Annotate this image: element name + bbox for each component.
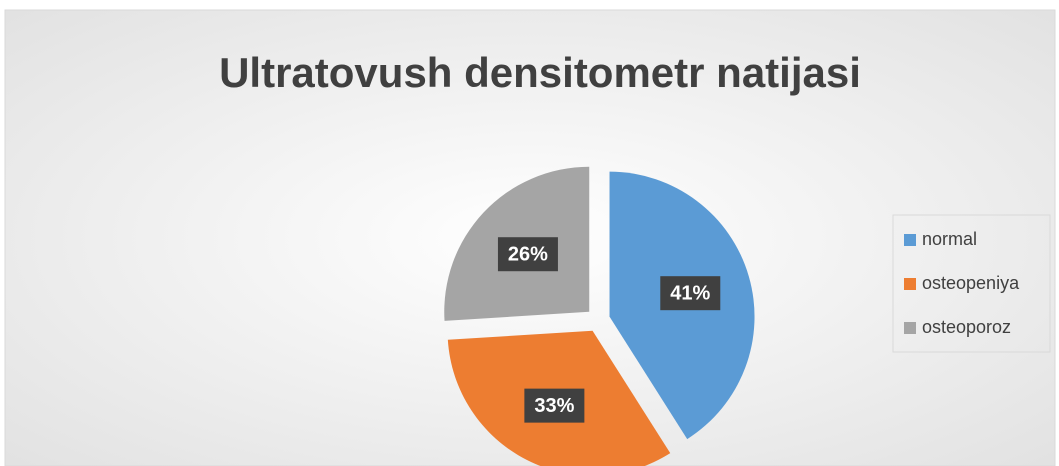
legend-label: normal (922, 229, 977, 249)
legend-label: osteoporoz (922, 317, 1011, 337)
data-label: 33% (534, 395, 574, 417)
data-label: 26% (508, 243, 548, 265)
legend-swatch (904, 322, 916, 334)
data-label-box (524, 388, 585, 423)
legend-swatch (904, 234, 916, 246)
legend-box (892, 214, 1051, 353)
chart-title: Ultratovush densitometr natijasi (219, 49, 861, 96)
legend-swatch (904, 278, 916, 290)
data-label-box (660, 276, 721, 311)
data-label: 41% (670, 282, 710, 304)
data-label-box (497, 237, 558, 272)
legend-label: osteopeniya (922, 273, 1020, 293)
